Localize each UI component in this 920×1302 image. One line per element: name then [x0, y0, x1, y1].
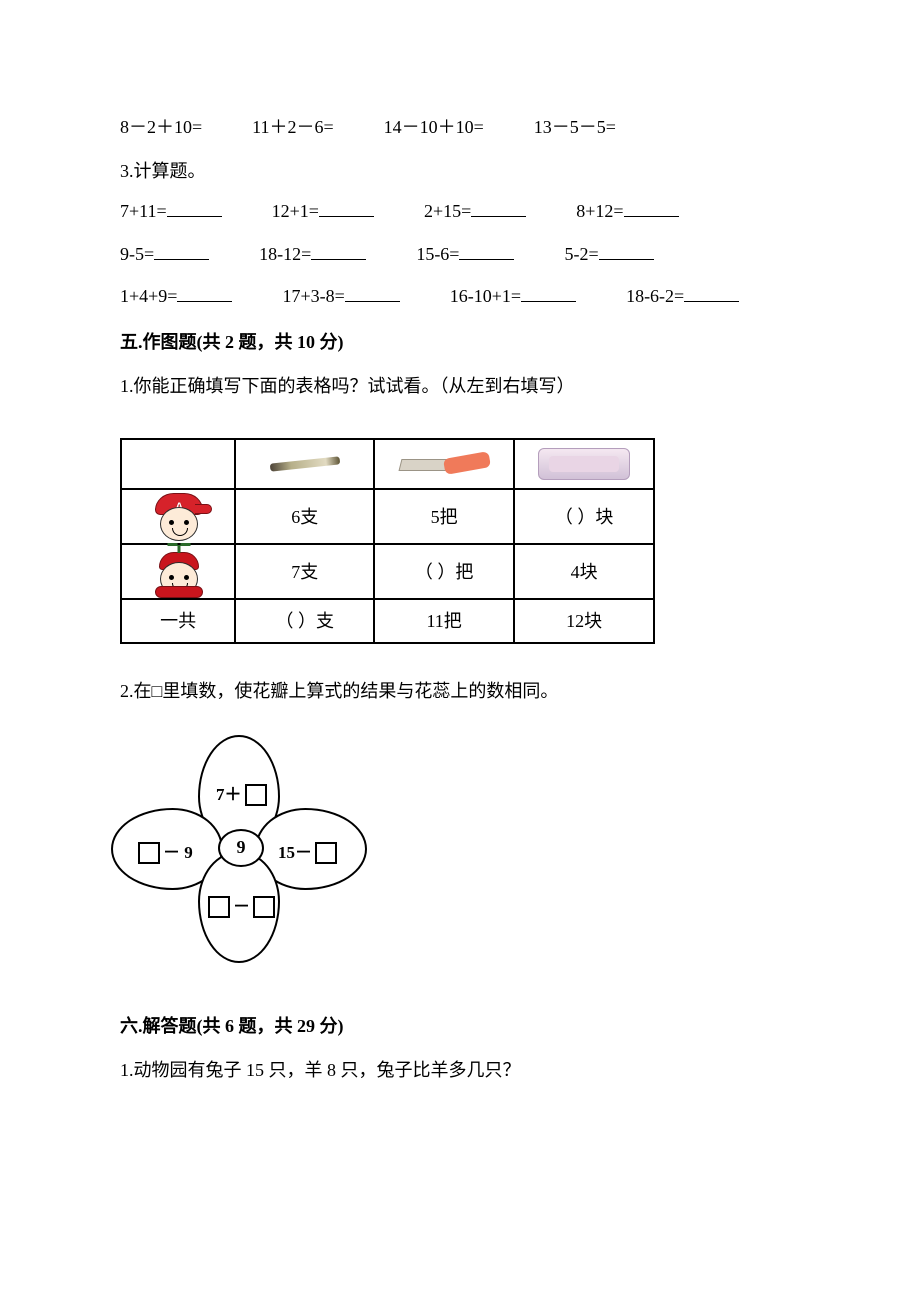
- answer-blank[interactable]: [599, 239, 654, 260]
- table-cell: 4块: [514, 544, 654, 599]
- header-empty-cell: [121, 439, 235, 489]
- equation: 8－2＋10=: [120, 110, 202, 144]
- petal-expression-left: － 9: [138, 837, 193, 869]
- table-cell-blank[interactable]: （ ）块: [514, 489, 654, 544]
- answer-blank[interactable]: [311, 239, 366, 260]
- question-text: 2.在□里填数，使花瓣上算式的结果与花蕊上的数相同。: [120, 674, 800, 708]
- answer-box[interactable]: [315, 842, 337, 864]
- answer-blank[interactable]: [154, 239, 209, 260]
- table-cell: 6支: [235, 489, 374, 544]
- equation: 2+15=: [424, 194, 526, 228]
- equation-row: 7+11= 12+1= 2+15= 8+12=: [120, 194, 800, 228]
- answer-blank[interactable]: [684, 281, 739, 302]
- pencil-sharpener-icon: [394, 449, 494, 479]
- header-pen-icon: [235, 439, 374, 489]
- eraser-icon: [538, 448, 630, 480]
- equation-row: 9-5= 18-12= 15-6= 5-2=: [120, 237, 800, 271]
- answer-blank[interactable]: [471, 197, 526, 218]
- answer-blank[interactable]: [624, 197, 679, 218]
- child-hat-icon: [149, 548, 207, 596]
- pen-icon: [269, 457, 339, 472]
- answer-blank[interactable]: [319, 197, 374, 218]
- equation-row: 8－2＋10= 11＋2－6= 14－10＋10= 13－5－5=: [120, 110, 800, 144]
- table-cell: 12块: [514, 599, 654, 643]
- row-child2-icon: [121, 544, 235, 599]
- section-heading: 五.作图题(共 2 题，共 10 分): [120, 325, 800, 359]
- equation: 8+12=: [576, 194, 678, 228]
- table-total-row: 一共 （ ）支 11把 12块: [121, 599, 654, 643]
- answer-box[interactable]: [253, 896, 275, 918]
- header-knife-icon: [374, 439, 514, 489]
- petal-expression-top: 7＋: [216, 779, 267, 811]
- table-row: A 6支 5把 （ ）块: [121, 489, 654, 544]
- answer-blank[interactable]: [521, 281, 576, 302]
- table-cell: 7支: [235, 544, 374, 599]
- equation: 9-5=: [120, 237, 209, 271]
- answer-blank[interactable]: [177, 281, 232, 302]
- total-label-cell: 一共: [121, 599, 235, 643]
- table-header-row: [121, 439, 654, 489]
- equation: 16-10+1=: [450, 279, 576, 313]
- equation: 18-6-2=: [626, 279, 739, 313]
- equation: 1+4+9=: [120, 279, 232, 313]
- answer-blank[interactable]: [167, 197, 222, 218]
- header-eraser-icon: [514, 439, 654, 489]
- question-label: 3.计算题。: [120, 154, 800, 188]
- answer-box[interactable]: [245, 784, 267, 806]
- equation: 14－10＋10=: [384, 110, 484, 144]
- answer-box[interactable]: [138, 842, 160, 864]
- section-heading: 六.解答题(共 6 题，共 29 分): [120, 1009, 800, 1043]
- petal-expression-right: 15－: [278, 837, 337, 869]
- petal-expression-bottom: －: [208, 891, 275, 923]
- answer-blank[interactable]: [459, 239, 514, 260]
- row-child1-icon: A: [121, 489, 235, 544]
- equation: 13－5－5=: [534, 110, 616, 144]
- table-cell-blank[interactable]: （ ）支: [235, 599, 374, 643]
- equation-row: 1+4+9= 17+3-8= 16-10+1= 18-6-2=: [120, 279, 800, 313]
- equation: 5-2=: [564, 237, 653, 271]
- answer-box[interactable]: [208, 896, 230, 918]
- table-cell-blank[interactable]: （ ）把: [374, 544, 514, 599]
- flower-diagram: 9 7＋ － 9 15－ －: [120, 739, 360, 969]
- table-cell: 11把: [374, 599, 514, 643]
- question-text: 1.动物园有兔子 15 只，羊 8 只，兔子比羊多几只？: [120, 1053, 800, 1087]
- flower-center: 9: [218, 829, 264, 867]
- equation: 7+11=: [120, 194, 222, 228]
- items-table: A 6支 5把 （ ）块 7支 （ ）把 4块 一共 （ ）支: [120, 438, 655, 644]
- table-row: 7支 （ ）把 4块: [121, 544, 654, 599]
- equation: 11＋2－6=: [252, 110, 333, 144]
- equation: 15-6=: [416, 237, 514, 271]
- equation: 12+1=: [272, 194, 374, 228]
- worksheet-page: 8－2＋10= 11＋2－6= 14－10＋10= 13－5－5= 3.计算题。…: [0, 0, 920, 1302]
- answer-blank[interactable]: [345, 281, 400, 302]
- table-cell: 5把: [374, 489, 514, 544]
- child-cap-icon: A: [149, 493, 207, 541]
- question-text: 1.你能正确填写下面的表格吗？试试看。（从左到右填写）: [120, 369, 800, 403]
- equation: 18-12=: [259, 237, 366, 271]
- equation: 17+3-8=: [282, 279, 399, 313]
